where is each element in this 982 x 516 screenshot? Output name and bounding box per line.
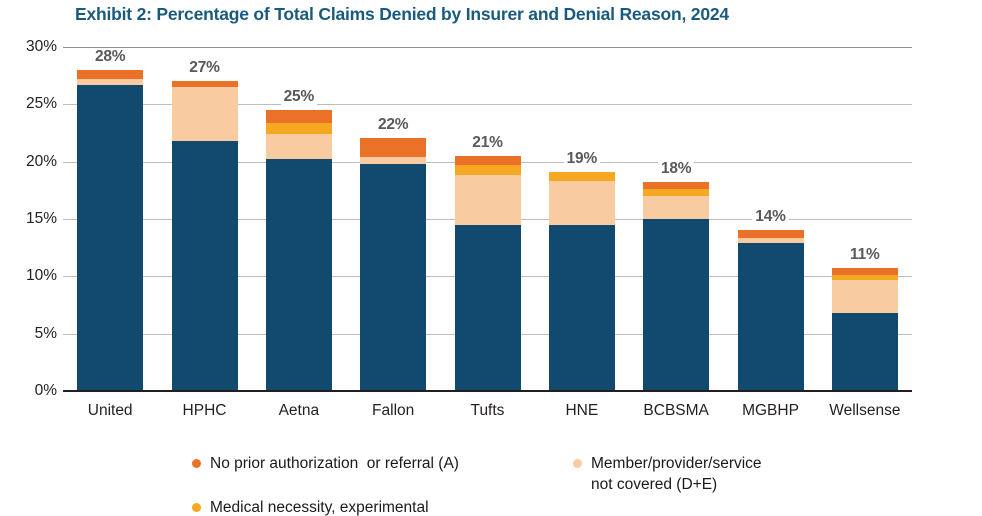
bar-segment-orange — [77, 69, 144, 80]
bar-segment-navy — [643, 218, 710, 391]
x-axis-label-wellsense: Wellsense — [829, 402, 901, 419]
bar-hne — [548, 171, 615, 391]
legend-label-line: not covered (D+E) — [591, 476, 718, 493]
legend-item-amber: Medical necessity, experimental — [192, 497, 429, 516]
bar-total-label: 18% — [629, 160, 723, 179]
bar-total-value: 18% — [657, 160, 695, 179]
bar-total-label: 14% — [724, 208, 818, 227]
bar-segment-peach — [548, 181, 615, 225]
x-axis-label-hphc: HPHC — [182, 402, 227, 419]
legend-dot-amber-icon — [192, 503, 201, 512]
bar-segment-orange — [737, 230, 804, 238]
bar-segment-amber — [643, 189, 710, 197]
bar-total-label: 21% — [441, 133, 535, 152]
legend-item-peach: Member/provider/service not covered (D+E) — [573, 453, 762, 495]
bar-total-value: 25% — [280, 88, 318, 107]
bar-segment-navy — [171, 141, 238, 391]
x-axis-label-tufts: Tufts — [470, 402, 505, 419]
x-axis-label-mgbhp: MGBHP — [742, 402, 799, 419]
x-axis-label-hne: HNE — [565, 402, 599, 419]
bar-total-label: 22% — [346, 115, 440, 134]
bar-segment-amber — [548, 171, 615, 182]
legend-label-line: Medical necessity, experimental — [210, 499, 429, 516]
bar-segment-peach — [77, 79, 144, 85]
bar-segment-orange — [454, 155, 521, 166]
bar-total-value: 14% — [752, 208, 789, 227]
legend-label: No prior authorization or referral (A) — [210, 453, 459, 474]
bar-total-value: 22% — [374, 115, 412, 134]
bar-total-value: 19% — [563, 149, 601, 168]
y-axis-tick-label: 25% — [25, 95, 57, 113]
bar-fallon — [360, 137, 427, 391]
legend-dot-orange-icon — [192, 459, 201, 468]
legend-dot-peach-icon — [573, 459, 582, 468]
bar-hphc — [171, 81, 238, 391]
bar-segment-peach — [831, 279, 898, 313]
bar-segment-peach — [171, 87, 238, 141]
legend-label: Member/provider/service not covered (D+E) — [591, 453, 762, 495]
bar-segment-amber — [831, 275, 898, 280]
bar-tufts — [454, 155, 521, 391]
bar-segment-orange — [831, 268, 898, 276]
legend-label: Medical necessity, experimental — [210, 497, 429, 516]
x-axis-label-bcbsma: BCBSMA — [643, 402, 709, 419]
bar-total-label: 11% — [818, 246, 912, 265]
bar-segment-peach — [360, 157, 427, 164]
gridline-30% — [63, 47, 912, 48]
bar-segment-peach — [265, 134, 332, 160]
bar-segment-orange — [643, 182, 710, 190]
y-axis-tick-label: 5% — [34, 324, 57, 342]
gridline-25% — [63, 104, 912, 106]
bar-segment-navy — [360, 163, 427, 391]
y-axis-tick-label: 20% — [25, 152, 57, 170]
bar-total-value: 21% — [469, 133, 506, 152]
plot-area: 0% 5% 10% 15% 20% 25% 30% 28% United 27% HPHC 25% Ae… — [25, 38, 912, 419]
bar-segment-navy — [737, 243, 804, 391]
bar-wellsense — [831, 268, 898, 391]
bar-united — [77, 69, 144, 391]
bar-segment-navy — [77, 84, 144, 391]
bar-segment-amber — [454, 165, 521, 176]
bar-total-value: 28% — [91, 47, 129, 66]
x-axis-label-fallon: Fallon — [372, 402, 415, 419]
legend-label-line: No prior authorization or referral (A) — [210, 455, 459, 472]
y-axis-tick-label: 10% — [25, 267, 57, 285]
bar-aetna — [265, 110, 332, 391]
y-axis-tick-label: 15% — [25, 210, 57, 227]
bar-mgbhp — [737, 230, 804, 391]
bar-total-label: 27% — [158, 59, 252, 78]
y-axis-tick-label: 0% — [34, 382, 57, 399]
bar-total-label: 28% — [63, 47, 157, 66]
bar-segment-orange — [265, 110, 332, 123]
bar-segment-orange — [171, 81, 238, 88]
bar-segment-peach — [454, 175, 521, 225]
bar-segment-navy — [548, 224, 615, 391]
bar-total-label: 19% — [535, 149, 629, 168]
bar-total-value: 11% — [847, 246, 883, 265]
bar-total-label: 25% — [252, 88, 346, 107]
y-axis-tick-label: 30% — [25, 38, 57, 55]
x-axis-line — [63, 390, 912, 392]
x-axis-label-aetna: Aetna — [278, 402, 320, 419]
chart-title: Exhibit 2: Percentage of Total Claims De… — [75, 4, 729, 24]
bar-segment-peach — [643, 196, 710, 219]
bar-bcbsma — [643, 182, 710, 391]
bar-segment-amber — [265, 122, 332, 135]
bar-segment-peach — [737, 237, 804, 244]
bar-segment-navy — [454, 224, 521, 391]
bar-total-value: 27% — [186, 59, 223, 78]
legend-item-orange: No prior authorization or referral (A) — [192, 453, 459, 474]
bar-segment-orange — [360, 137, 427, 158]
x-axis-label-united: United — [87, 402, 133, 419]
legend-label-line: Member/provider/service — [591, 455, 762, 472]
bar-segment-navy — [265, 159, 332, 391]
bar-segment-navy — [831, 313, 898, 391]
